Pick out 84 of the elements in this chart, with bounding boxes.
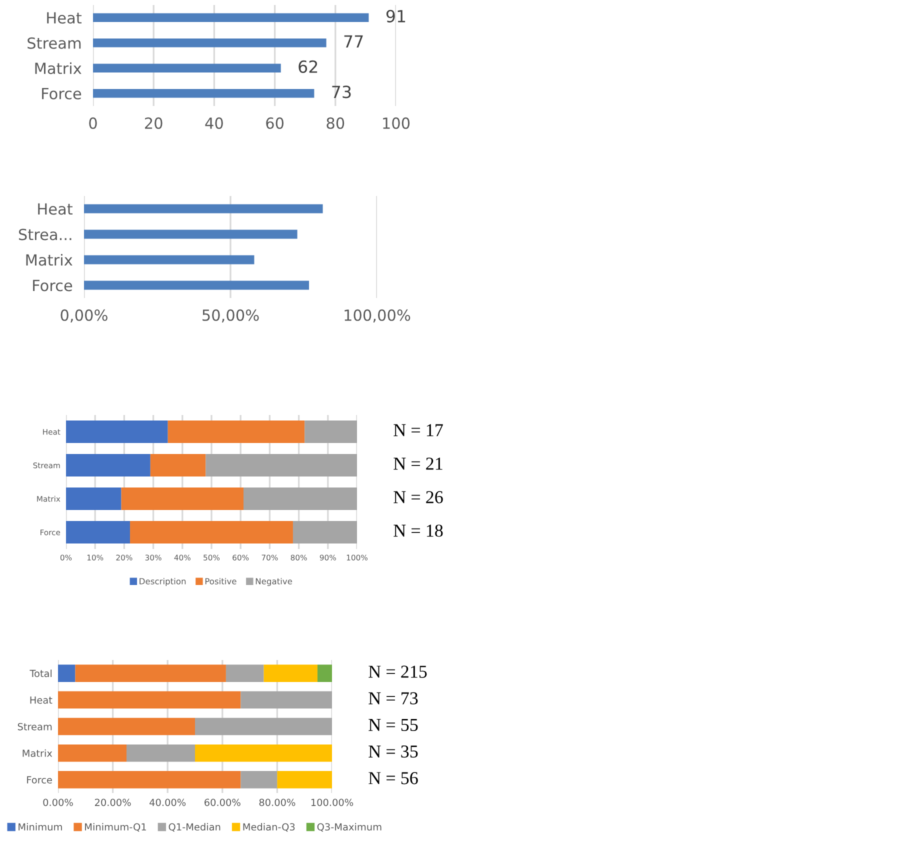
bar (84, 280, 310, 290)
legend-label: Description (140, 578, 186, 586)
legend-label: Minimum-Q1 (85, 823, 146, 832)
y-tick-label: Matrix (35, 62, 82, 74)
text: N = 26 (394, 491, 443, 504)
y-tick-label: Strea... (18, 228, 72, 240)
bar (226, 664, 264, 682)
legend-label: Q1-Median (168, 823, 220, 832)
x-tick-label: 100.00% (311, 798, 354, 806)
y-tick-label: Force (33, 280, 72, 292)
text: N = 56 (368, 772, 418, 784)
x-tick-label: 20 (145, 117, 162, 129)
bar (277, 771, 332, 788)
x-tick-label: 40.00% (150, 798, 186, 806)
bar (93, 64, 281, 73)
bar (66, 420, 168, 443)
bar (66, 488, 122, 510)
data-label: 77 (344, 35, 363, 48)
bar (126, 744, 195, 762)
data-label: 73 (332, 86, 351, 98)
bar (240, 691, 332, 709)
bar (93, 38, 326, 48)
bar (264, 664, 318, 682)
x-tick-label: 80.00% (259, 798, 296, 806)
data-label: 62 (298, 60, 318, 73)
bar (58, 664, 76, 682)
bar (304, 420, 357, 443)
x-tick-label: 0 (89, 117, 97, 129)
y-tick-label: Stream (18, 722, 52, 730)
text: N = 73 (368, 692, 418, 704)
bar (84, 230, 298, 239)
y-tick-label: Stream (28, 37, 81, 49)
bar (195, 718, 332, 736)
text: N = 21 (394, 458, 442, 470)
x-tick-label: 0,00% (60, 309, 108, 322)
legend-label: Median-Q3 (243, 823, 295, 832)
bar (317, 664, 332, 682)
bar (93, 88, 314, 98)
text: N = 35 (368, 745, 418, 758)
legend-label: Negative (256, 578, 292, 586)
bar (84, 255, 254, 264)
x-tick-label: 20.00% (94, 798, 131, 806)
data-label: 91 (386, 10, 406, 22)
bar (240, 771, 278, 788)
bar (150, 454, 206, 476)
y-tick-label: Matrix (26, 254, 72, 266)
x-tick-label: 80 (326, 117, 344, 129)
x-tick-label: 100,00% (344, 309, 410, 322)
x-tick-label: 0.00% (43, 798, 73, 806)
legend-label: Q3-Maximum (317, 823, 382, 832)
bar (75, 664, 226, 682)
bar (66, 454, 150, 476)
x-tick-label: 50,00% (202, 309, 259, 322)
bar (58, 718, 195, 736)
y-tick-label: Heat (30, 696, 52, 704)
x-tick-label: 40 (205, 117, 223, 129)
y-tick-label: Total (30, 670, 52, 678)
bar (84, 204, 323, 214)
legend-label: Minimum (18, 823, 62, 831)
bar (58, 691, 241, 709)
bar (58, 744, 126, 762)
x-tick-label: 60.00% (204, 798, 240, 806)
y-tick-label: Heat (38, 203, 73, 215)
bar (93, 13, 369, 22)
y-tick-label: Matrix (22, 749, 52, 757)
text: N = 18 (394, 524, 443, 537)
bar (168, 420, 305, 443)
text: N = 55 (368, 719, 418, 732)
text: N = 17 (394, 424, 443, 436)
legend-label: Positive (205, 578, 236, 584)
bar (66, 521, 130, 544)
text: N = 215 (368, 666, 427, 678)
bar (206, 454, 357, 476)
x-tick-label: 60 (266, 117, 284, 129)
bar (244, 488, 357, 510)
bar (195, 744, 332, 762)
y-tick-label: Force (27, 776, 52, 784)
bar (130, 521, 293, 544)
bar (121, 488, 244, 510)
y-tick-label: Force (42, 88, 82, 100)
bar (292, 521, 357, 544)
bar (58, 771, 241, 788)
x-tick-label: 100 (383, 117, 410, 129)
y-tick-label: Heat (47, 12, 82, 24)
